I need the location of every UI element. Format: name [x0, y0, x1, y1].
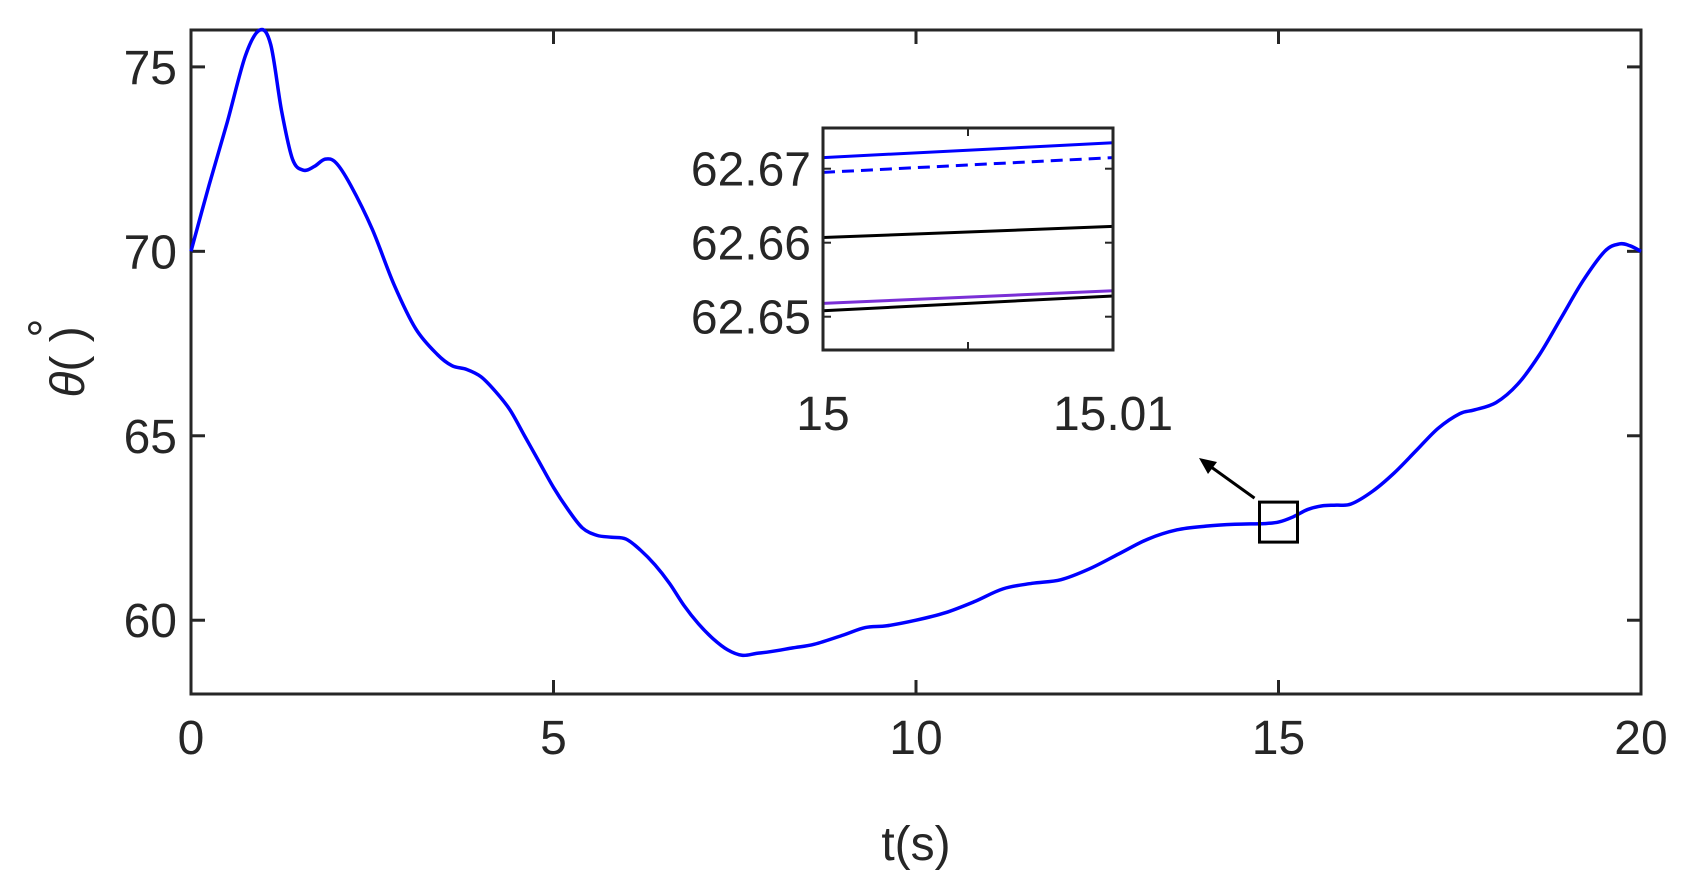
svg-text:θ( ): θ( )	[42, 326, 95, 397]
y-tick-label: 65	[124, 411, 177, 464]
inset-series-line	[822, 289, 1114, 305]
x-tick-label: 0	[178, 712, 205, 765]
main-tick-labels: 0 5 10 15 20 60 65 70 75	[124, 42, 1668, 765]
y-tick-label: 75	[124, 42, 177, 95]
y-axis-title-paren: ( )	[42, 326, 95, 371]
inset-tick-labels: 15 15.01 62.65 62.66 62.67	[691, 144, 1173, 441]
x-tick-label: 5	[540, 712, 567, 765]
inset-background	[823, 128, 1113, 350]
zoom-arrow-shaft	[1206, 462, 1256, 500]
inset-series-line	[822, 141, 1114, 160]
inset-x-tick-label: 15	[796, 388, 849, 441]
inset-axis-ticks	[823, 128, 1113, 350]
inset-series-line	[822, 224, 1114, 240]
x-axis-title: t(s)	[881, 818, 950, 871]
main-series-group	[189, 27, 1642, 658]
inset-series-group	[822, 141, 1114, 313]
inset-x-tick-label: 15.01	[1053, 388, 1173, 441]
inset-y-tick-label: 62.65	[691, 292, 811, 345]
zoom-arrow-head	[1199, 458, 1217, 474]
zoom-box	[1258, 500, 1299, 544]
y-axis-title-degree: °	[20, 318, 73, 337]
theta-series-line	[189, 27, 1642, 658]
zoom-annotation	[1199, 458, 1299, 544]
inset-y-tick-label: 62.66	[691, 218, 811, 271]
y-tick-label: 70	[124, 226, 177, 279]
x-tick-label: 10	[889, 712, 942, 765]
y-axis-title-symbol: θ	[42, 372, 95, 398]
y-axis-title: θ( ) °	[20, 318, 95, 397]
x-tick-label: 15	[1252, 712, 1305, 765]
inset-series-line	[822, 294, 1114, 313]
y-tick-label: 60	[124, 595, 177, 648]
inset-y-tick-label: 62.67	[691, 144, 811, 197]
inset-series-line	[822, 156, 1114, 174]
x-tick-label: 20	[1614, 712, 1667, 765]
